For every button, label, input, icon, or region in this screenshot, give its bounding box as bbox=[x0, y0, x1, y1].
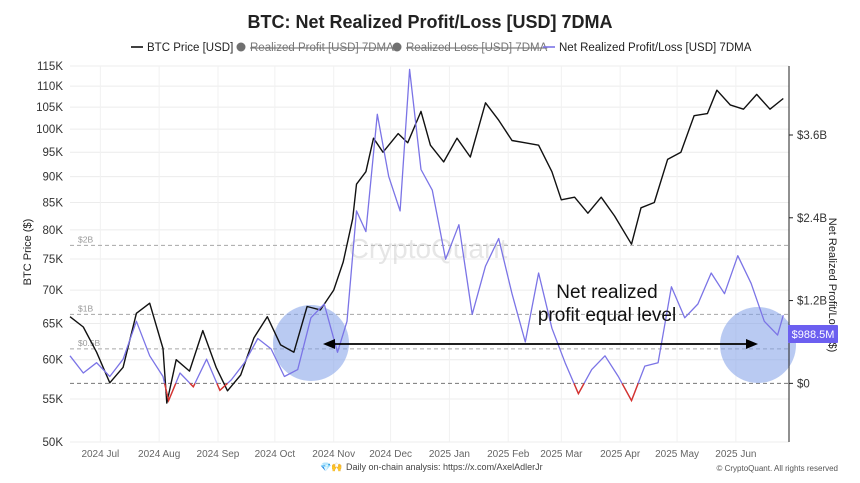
footer-text[interactable]: Daily on-chain analysis: https://x.com/A… bbox=[346, 462, 543, 472]
legend-realized-profit-label: Realized Profit [USD] 7DMA bbox=[250, 42, 394, 54]
legend-realized-loss-swatch bbox=[392, 42, 402, 52]
y-tick-label: 70K bbox=[43, 285, 64, 297]
chart-title: BTC: Net Realized Profit/Loss [USD] 7DMA bbox=[247, 12, 612, 32]
y2-tick-label: $1.2B bbox=[797, 296, 827, 308]
watermark: CryptoQuant bbox=[349, 233, 508, 264]
footer-emoji: 💎🙌 bbox=[320, 462, 342, 472]
y-tick-label: 105K bbox=[36, 102, 63, 114]
series-line-btc-price bbox=[69, 89, 784, 404]
legend-realized-profit-swatch bbox=[236, 42, 246, 52]
series bbox=[69, 68, 784, 404]
series-line-net-loss-segment bbox=[189, 382, 196, 388]
annotation-line-1: Net realized bbox=[556, 282, 657, 303]
x-tick-label: 2025 Apr bbox=[600, 449, 641, 460]
legend-item-price[interactable]: BTC Price [USD] bbox=[131, 42, 233, 54]
series-line-net-loss-segment bbox=[621, 383, 639, 403]
y-axis-right: $0 $1.2B $2.4B $3.6B bbox=[789, 130, 827, 390]
y-axis-left: 50K 55K 60K 65K 70K 75K 80K 85K 90K 95K 100K 105K 11… bbox=[36, 61, 63, 449]
y-tick-label: 65K bbox=[43, 319, 64, 331]
highlight-circle-right bbox=[720, 307, 796, 383]
x-tick-label: 2024 Dec bbox=[369, 449, 412, 460]
x-tick-label: 2025 Jan bbox=[429, 449, 470, 460]
x-tick-label: 2025 Mar bbox=[540, 449, 583, 460]
legend-item-realized-profit[interactable]: Realized Profit [USD] 7DMA bbox=[236, 42, 395, 54]
highlight-circle-left bbox=[273, 305, 349, 381]
legend-item-realized-loss[interactable]: Realized Loss [USD] 7DMA bbox=[392, 42, 548, 54]
x-tick-label: 2024 Sep bbox=[197, 449, 240, 460]
y-tick-label: 110K bbox=[37, 81, 63, 93]
y-tick-label: 75K bbox=[43, 254, 64, 266]
y-tick-label: 90K bbox=[43, 172, 64, 184]
y2-tick-label: $0 bbox=[797, 378, 810, 390]
x-tick-label: 2024 Aug bbox=[138, 449, 180, 460]
x-tick-label: 2024 Nov bbox=[312, 449, 355, 460]
x-tick-label: 2025 Feb bbox=[487, 449, 530, 460]
x-tick-label: 2024 Oct bbox=[255, 449, 296, 460]
legend-net-realized-label: Net Realized Profit/Loss [USD] 7DMA bbox=[559, 42, 752, 54]
reference-line-label: $2B bbox=[78, 234, 93, 244]
legend: BTC Price [USD] Realized Profit [USD] 7D… bbox=[131, 42, 752, 54]
reference-line-label: $1B bbox=[78, 303, 93, 313]
level-arrow bbox=[323, 339, 758, 349]
last-value-badge: $988.5M bbox=[788, 325, 838, 343]
reference-line-label: $0.5B bbox=[78, 338, 101, 348]
y-tick-label: 80K bbox=[43, 225, 64, 237]
x-tick-label: 2025 Jun bbox=[715, 449, 756, 460]
y2-tick-label: $2.4B bbox=[797, 213, 827, 225]
y-tick-label: 55K bbox=[43, 394, 64, 406]
grid bbox=[70, 65, 789, 443]
y-axis-label: BTC Price ($) bbox=[22, 219, 34, 286]
legend-item-net-realized[interactable]: Net Realized Profit/Loss [USD] 7DMA bbox=[543, 42, 752, 54]
series-line-net-realized bbox=[69, 68, 784, 402]
level-arrow-head-left bbox=[323, 339, 335, 349]
last-value-badge-text: $988.5M bbox=[792, 329, 835, 341]
x-tick-label: 2025 May bbox=[655, 449, 699, 460]
legend-realized-loss-label: Realized Loss [USD] 7DMA bbox=[406, 42, 548, 54]
last-value-badge-bg bbox=[788, 325, 838, 343]
y2-axis-label: Net Realized Profit/Loss ($) bbox=[826, 218, 838, 353]
y-tick-label: 100K bbox=[36, 124, 63, 136]
y-tick-label: 60K bbox=[43, 355, 64, 367]
x-axis: 2024 Jul 2024 Aug 2024 Sep 2024 Oct 2024 Nov… bbox=[81, 449, 756, 460]
series-line-net-loss-segment bbox=[216, 382, 228, 392]
y-tick-label: 115K bbox=[37, 61, 63, 73]
y-tick-label: 95K bbox=[43, 147, 64, 159]
level-arrow-head-right bbox=[746, 339, 758, 349]
annotation-line-2: profit equal level bbox=[538, 305, 676, 326]
series-line-net-loss-segment bbox=[573, 383, 585, 396]
legend-price-label: BTC Price [USD] bbox=[147, 42, 233, 54]
x-tick-label: 2024 Jul bbox=[81, 449, 119, 460]
copyright: © CryptoQuant. All rights reserved bbox=[717, 464, 839, 473]
y-tick-label: 50K bbox=[43, 437, 64, 449]
series-line-net-loss-segment bbox=[163, 383, 177, 403]
y2-tick-label: $3.6B bbox=[797, 130, 827, 142]
y-tick-label: 85K bbox=[43, 197, 64, 209]
